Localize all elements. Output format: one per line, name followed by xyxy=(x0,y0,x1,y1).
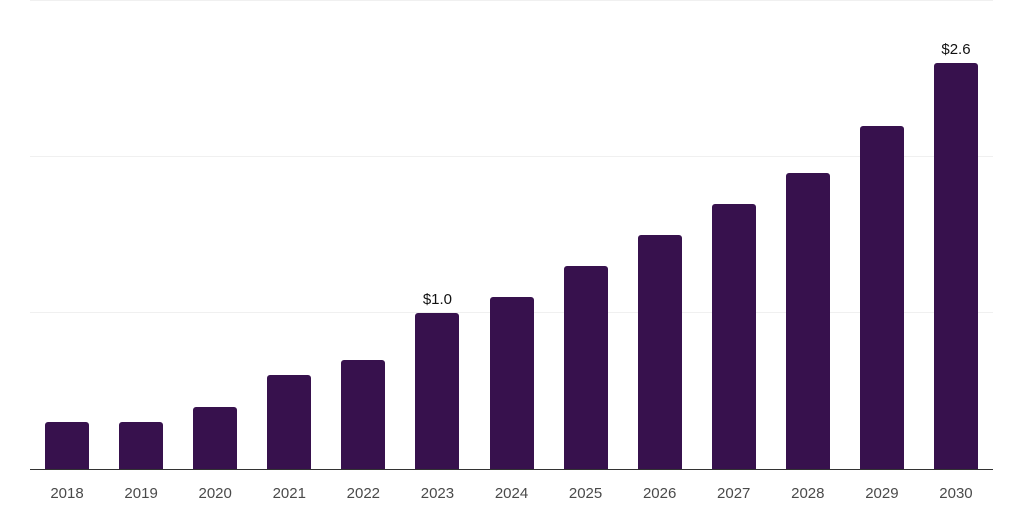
x-tick-2022: 2022 xyxy=(346,485,381,502)
x-tick-2018: 2018 xyxy=(50,485,84,502)
bar-2024 xyxy=(489,297,534,469)
bar-2023 xyxy=(415,313,460,469)
x-tick-2024: 2024 xyxy=(494,485,529,502)
gridline xyxy=(30,156,993,157)
x-tick-2026: 2026 xyxy=(642,485,677,502)
x-tick-2030: 2030 xyxy=(939,485,973,502)
bar-2022 xyxy=(341,359,386,469)
bar-2028 xyxy=(785,172,830,469)
bar-2027 xyxy=(711,203,756,469)
gridline xyxy=(30,0,993,1)
data-label-2023: $1.0 xyxy=(422,291,453,308)
bar-2030 xyxy=(933,63,978,469)
x-tick-2028: 2028 xyxy=(791,485,825,502)
x-tick-2029: 2029 xyxy=(865,485,899,502)
data-label-2030: $2.6 xyxy=(941,41,971,59)
x-tick-2020: 2020 xyxy=(198,485,232,502)
plot-area: $1.0 $2.6 xyxy=(30,0,993,470)
bar-2020 xyxy=(193,406,238,469)
x-tick-2025: 2025 xyxy=(568,485,603,502)
bar-2018 xyxy=(45,422,90,469)
bar-2026 xyxy=(637,235,682,469)
bar-2025 xyxy=(563,266,608,469)
bar-2019 xyxy=(119,422,164,469)
bar-2029 xyxy=(859,125,904,469)
x-tick-2027: 2027 xyxy=(717,485,751,502)
x-tick-2023: 2023 xyxy=(420,485,455,502)
x-tick-2021: 2021 xyxy=(272,485,306,502)
bar-2021 xyxy=(267,375,312,469)
x-tick-2019: 2019 xyxy=(124,485,158,502)
